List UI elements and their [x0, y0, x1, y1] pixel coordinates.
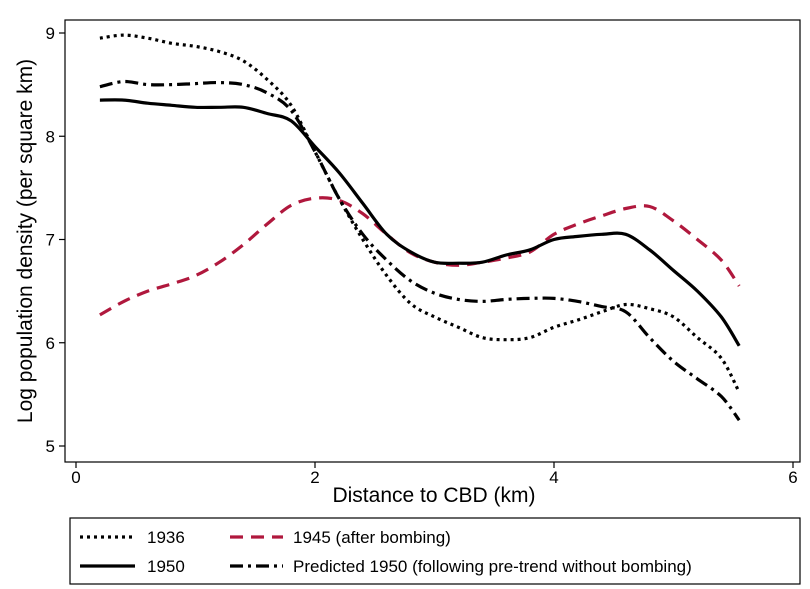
x-axis-title: Distance to CBD (km) — [332, 484, 535, 507]
y-axis-title: Log population density (per square km) — [14, 59, 37, 423]
x-tick-label: 0 — [71, 468, 80, 487]
series-line-dashdot — [99, 79, 741, 422]
y-tick-label: 8 — [46, 127, 55, 146]
legend-label: 1945 (after bombing) — [293, 528, 451, 547]
legend-label: 1936 — [147, 528, 185, 547]
legend-label: Predicted 1950 (following pre-trend with… — [293, 557, 692, 576]
plot-area: 5 6 7 8 9 0 2 4 6 — [46, 19, 801, 487]
legend-label: 1950 — [147, 557, 185, 576]
series-line-solid — [99, 98, 741, 347]
y-tick-label: 9 — [46, 24, 55, 43]
legend-box — [69, 517, 801, 585]
x-tick-label: 2 — [310, 468, 319, 487]
series-line-dashed — [99, 196, 741, 317]
x-tick-label: 4 — [549, 468, 558, 487]
x-tick-label: 6 — [788, 468, 797, 487]
y-tick-label: 5 — [46, 437, 55, 456]
plot-frame — [64, 19, 801, 463]
y-tick-label: 7 — [46, 231, 55, 250]
legend: 1936 1945 (after bombing) 1950 Predicted 19… — [69, 517, 801, 585]
series-lines — [99, 33, 741, 422]
y-tick-label: 6 — [46, 334, 55, 353]
